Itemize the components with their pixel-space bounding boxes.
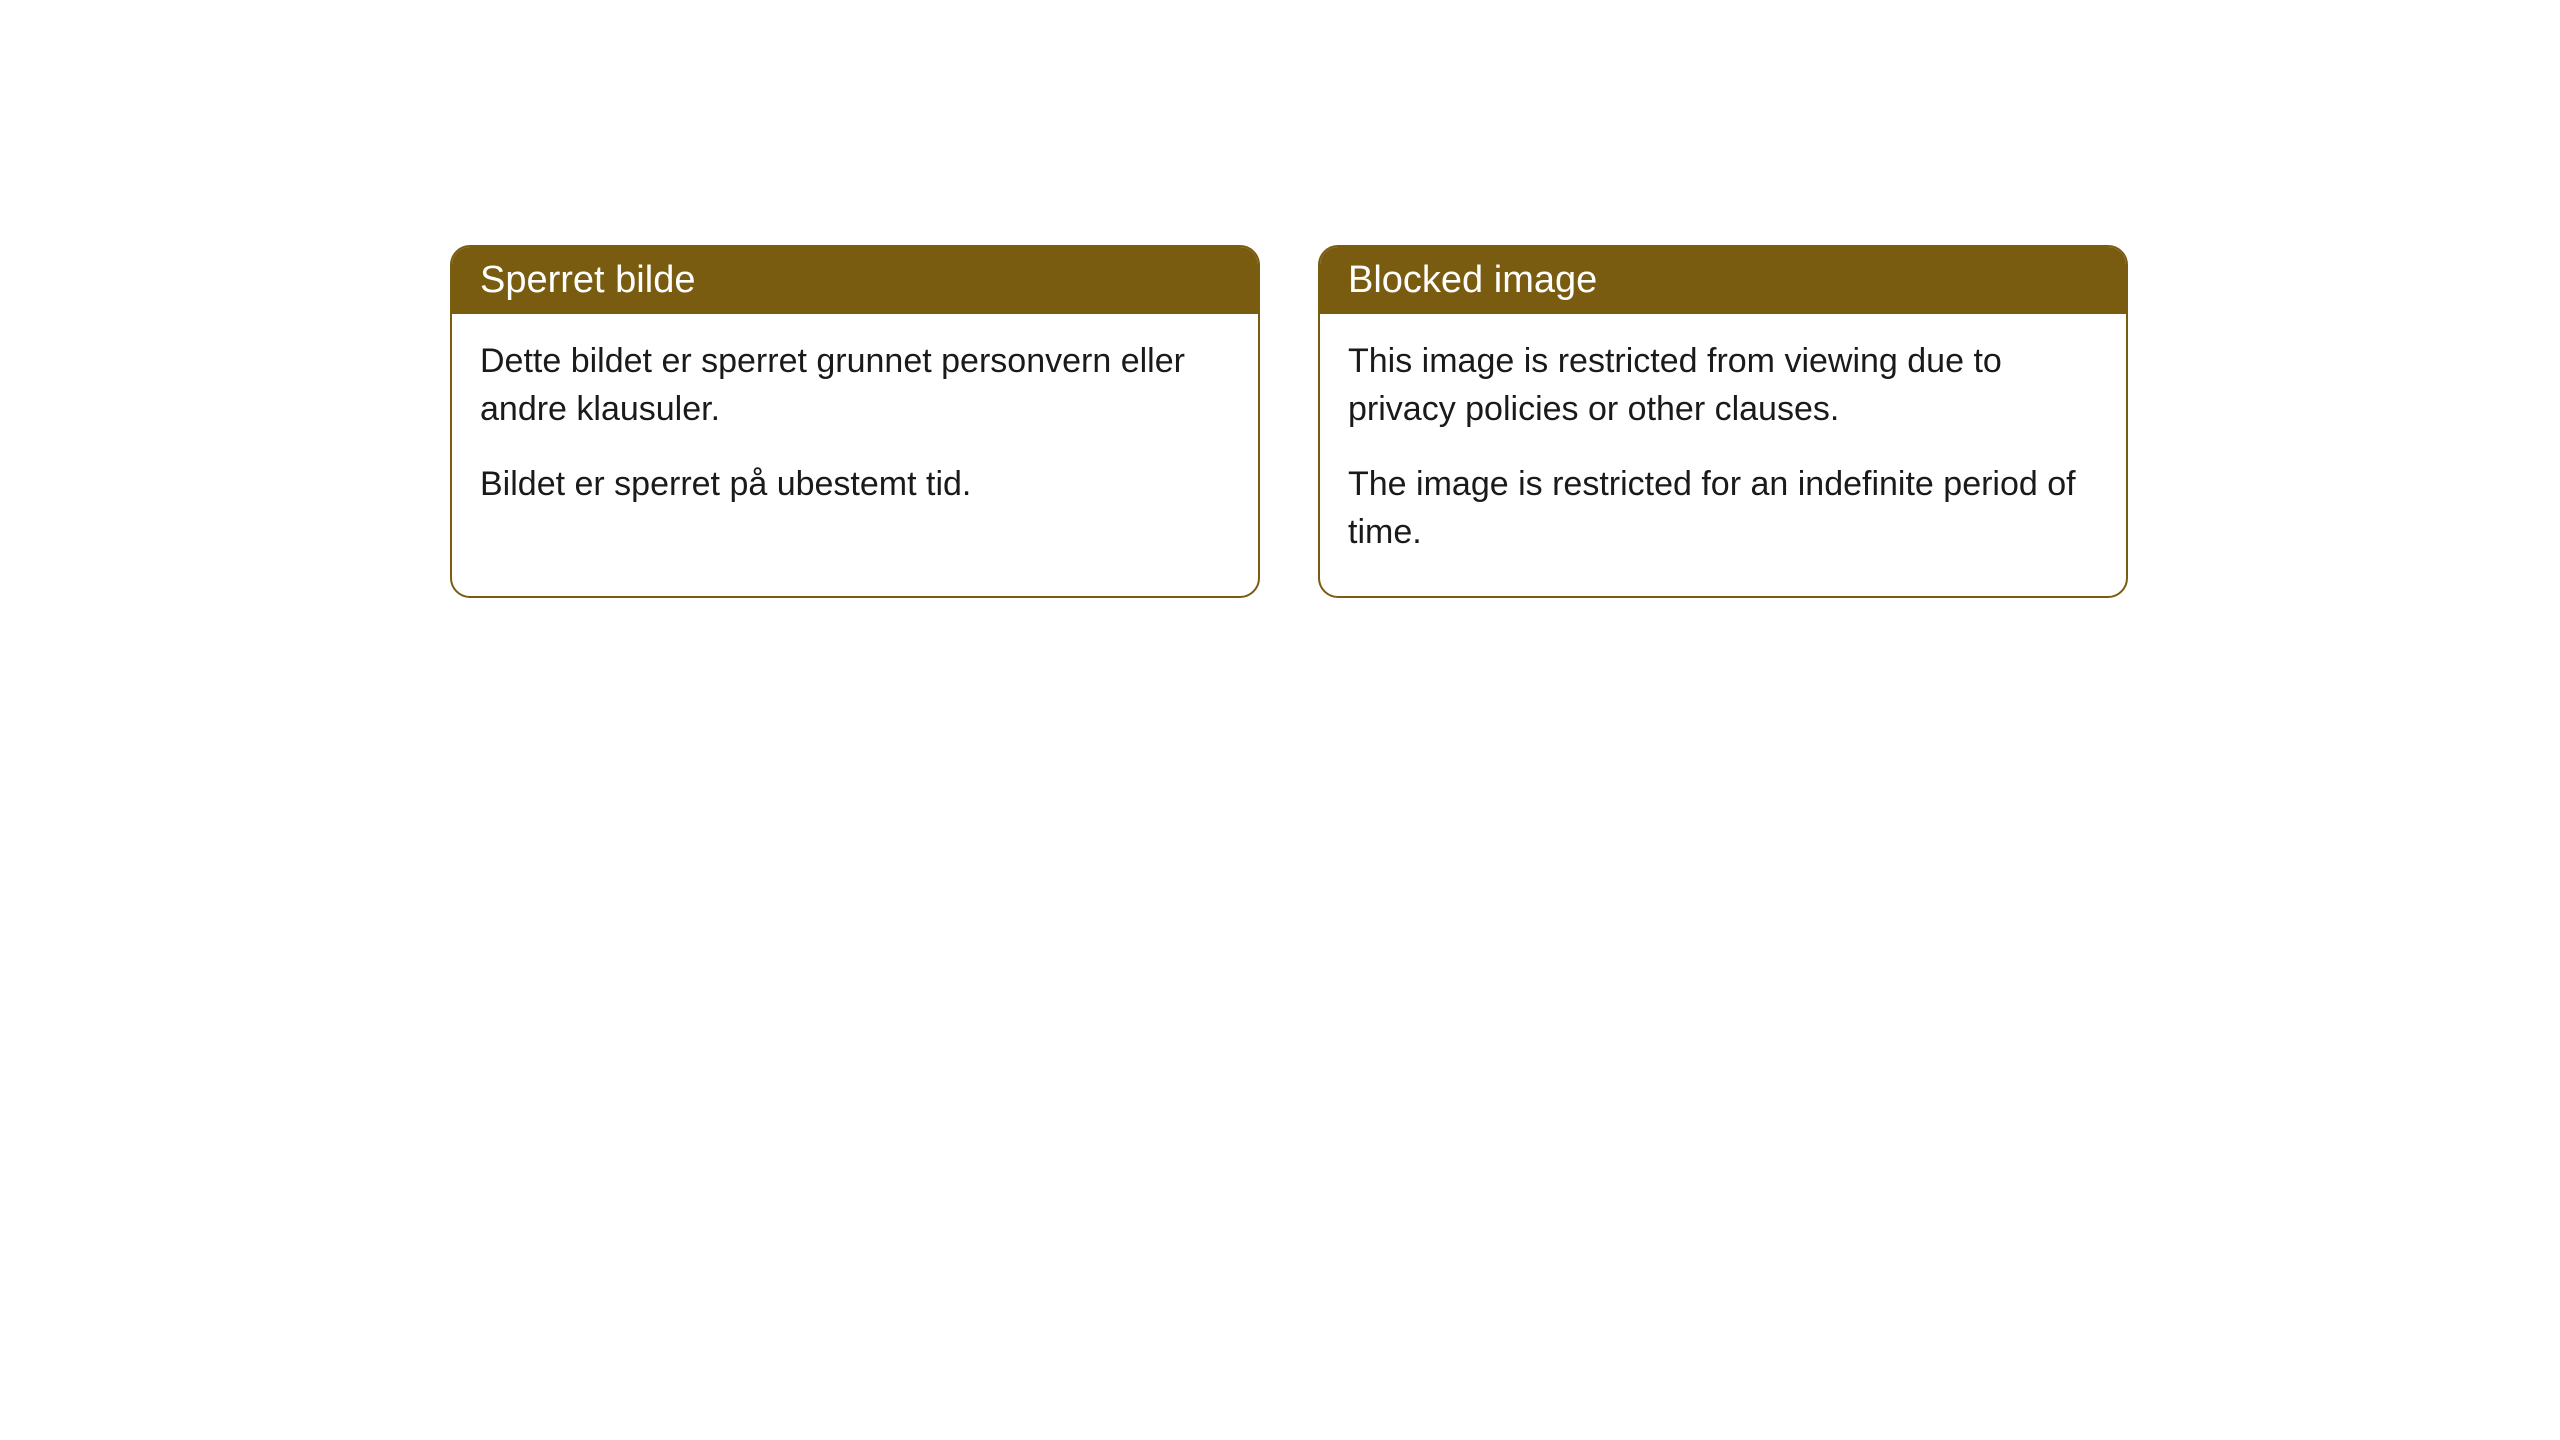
card-header: Blocked image [1320,247,2126,314]
blocked-image-card-en: Blocked image This image is restricted f… [1318,245,2128,598]
card-paragraph: Dette bildet er sperret grunnet personve… [480,338,1230,433]
card-paragraph: Bildet er sperret på ubestemt tid. [480,461,1230,509]
card-paragraph: The image is restricted for an indefinit… [1348,461,2098,556]
blocked-image-card-no: Sperret bilde Dette bildet er sperret gr… [450,245,1260,598]
card-title: Sperret bilde [480,259,695,301]
card-body: This image is restricted from viewing du… [1320,314,2126,596]
card-paragraph: This image is restricted from viewing du… [1348,338,2098,433]
card-title: Blocked image [1348,259,1597,301]
card-body: Dette bildet er sperret grunnet personve… [452,314,1258,549]
notice-cards-container: Sperret bilde Dette bildet er sperret gr… [450,245,2128,598]
card-header: Sperret bilde [452,247,1258,314]
